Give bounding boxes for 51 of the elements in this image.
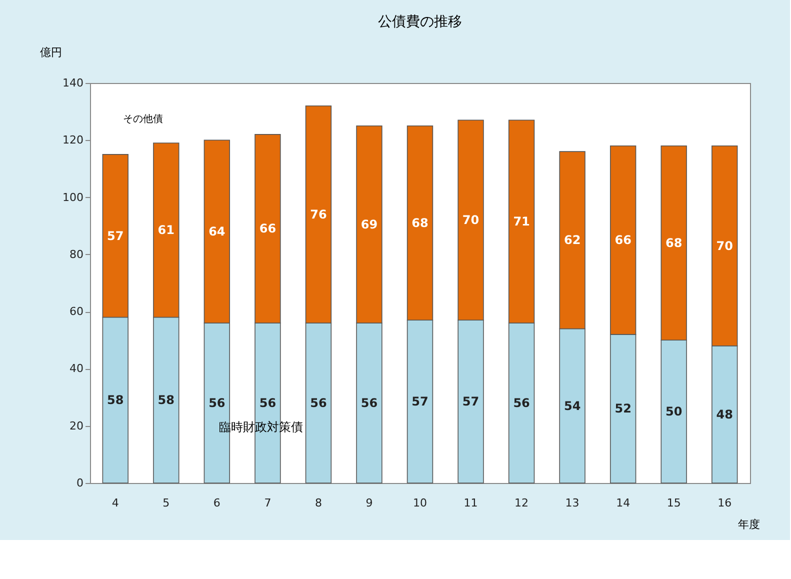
data-label: 61 <box>158 223 175 238</box>
data-label: 56 <box>259 396 276 410</box>
x-tick-label: 4 <box>112 496 119 510</box>
data-label: 58 <box>158 393 175 408</box>
x-axis-title: 年度 <box>738 518 760 531</box>
data-label: 52 <box>614 402 632 416</box>
data-label: 57 <box>107 228 124 243</box>
y-tick-label: 20 <box>70 419 84 432</box>
data-label: 50 <box>665 404 682 419</box>
y-axis-title: 億円 <box>40 46 62 59</box>
data-label: 56 <box>513 396 530 410</box>
x-tick-label: 6 <box>213 496 220 510</box>
data-label: 71 <box>513 214 530 229</box>
data-label: 58 <box>107 393 124 408</box>
x-tick-label: 5 <box>162 496 170 510</box>
data-label: 48 <box>716 407 733 422</box>
data-label: 76 <box>310 207 327 222</box>
y-tick-label: 140 <box>62 76 84 90</box>
data-label: 54 <box>564 398 581 413</box>
data-label: 57 <box>462 394 480 409</box>
x-tick-label: 12 <box>514 496 529 510</box>
x-tick-label: 15 <box>666 496 681 510</box>
data-label: 68 <box>665 236 682 250</box>
data-label: 62 <box>564 233 581 248</box>
data-label: 56 <box>360 396 378 410</box>
y-tick-label: 40 <box>70 362 84 376</box>
x-tick-label: 10 <box>413 496 427 510</box>
y-tick-label: 80 <box>70 248 84 261</box>
y-tick-label: 100 <box>62 190 84 204</box>
data-label: 68 <box>412 216 428 230</box>
x-tick-label: 9 <box>366 496 373 510</box>
x-tick-label: 14 <box>616 496 630 510</box>
data-label: 56 <box>208 396 226 410</box>
y-tick-label: 60 <box>70 305 84 318</box>
x-tick-label: 16 <box>718 496 732 510</box>
data-label: 57 <box>412 394 428 409</box>
x-tick-label: 8 <box>314 496 322 510</box>
data-label: 64 <box>208 224 226 239</box>
data-label: 66 <box>614 233 632 248</box>
data-label: 70 <box>716 238 733 253</box>
x-tick-label: 11 <box>464 496 478 510</box>
x-tick-label: 13 <box>565 496 580 510</box>
data-label: 56 <box>310 396 327 410</box>
data-label: 70 <box>462 213 480 228</box>
data-label: 66 <box>259 222 276 236</box>
x-tick-label: 7 <box>264 496 272 510</box>
y-tick-label: 0 <box>76 476 84 490</box>
y-tick-label: 120 <box>62 134 84 147</box>
series-label: その他債 <box>123 113 164 125</box>
data-label: 69 <box>360 217 378 232</box>
chart-title: 公債費の推移 <box>378 14 462 30</box>
